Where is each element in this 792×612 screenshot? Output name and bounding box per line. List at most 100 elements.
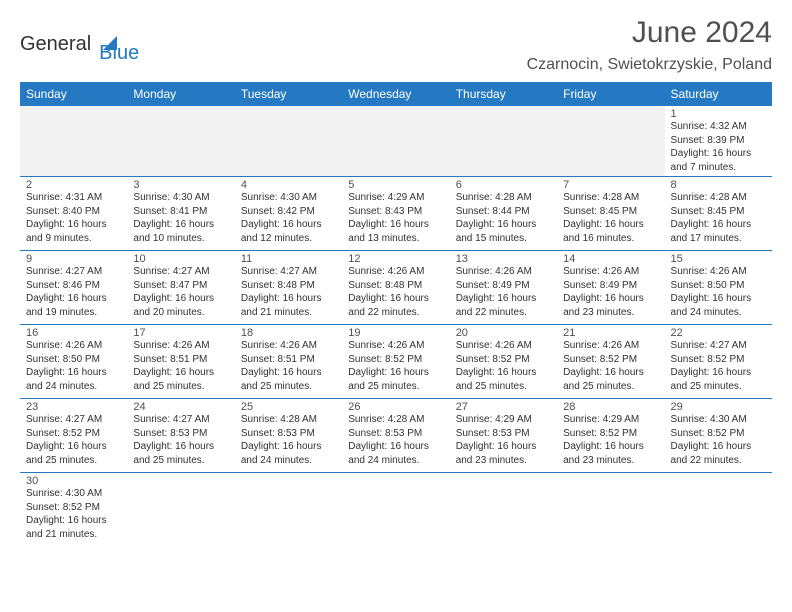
day-info: Sunrise: 4:28 AMSunset: 8:53 PMDaylight:… — [241, 413, 336, 467]
sunrise-line: Sunrise: 4:28 AM — [671, 191, 766, 205]
daylight-line2: and 19 minutes. — [26, 306, 121, 320]
daylight-line2: and 22 minutes. — [671, 454, 766, 468]
sunset-line: Sunset: 8:45 PM — [671, 205, 766, 219]
daylight-line1: Daylight: 16 hours — [133, 218, 228, 232]
calendar-cell — [450, 106, 557, 177]
daylight-line2: and 20 minutes. — [133, 306, 228, 320]
page-header: General Blue June 2024 Czarnocin, Swieto… — [20, 18, 772, 74]
calendar-table: Sunday Monday Tuesday Wednesday Thursday… — [20, 82, 772, 547]
sunset-line: Sunset: 8:39 PM — [671, 134, 766, 148]
daylight-line2: and 25 minutes. — [456, 380, 551, 394]
sunset-line: Sunset: 8:49 PM — [563, 279, 658, 293]
daylight-line1: Daylight: 16 hours — [133, 440, 228, 454]
calendar-cell: 8Sunrise: 4:28 AMSunset: 8:45 PMDaylight… — [665, 177, 772, 251]
calendar-cell: 29Sunrise: 4:30 AMSunset: 8:52 PMDayligh… — [665, 399, 772, 473]
daylight-line2: and 21 minutes. — [241, 306, 336, 320]
daylight-line2: and 23 minutes. — [456, 454, 551, 468]
sunrise-line: Sunrise: 4:30 AM — [133, 191, 228, 205]
sunrise-line: Sunrise: 4:30 AM — [671, 413, 766, 427]
daylight-line2: and 25 minutes. — [133, 380, 228, 394]
calendar-cell: 1Sunrise: 4:32 AMSunset: 8:39 PMDaylight… — [665, 106, 772, 177]
calendar-cell — [127, 106, 234, 177]
calendar-page: General Blue June 2024 Czarnocin, Swieto… — [0, 0, 792, 565]
daylight-line2: and 22 minutes. — [456, 306, 551, 320]
sunrise-line: Sunrise: 4:28 AM — [241, 413, 336, 427]
day-header: Friday — [557, 82, 664, 106]
day-number: 25 — [241, 401, 336, 413]
calendar-cell: 16Sunrise: 4:26 AMSunset: 8:50 PMDayligh… — [20, 325, 127, 399]
day-number: 18 — [241, 327, 336, 339]
daylight-line2: and 15 minutes. — [456, 232, 551, 246]
sunrise-line: Sunrise: 4:28 AM — [563, 191, 658, 205]
sunrise-line: Sunrise: 4:26 AM — [348, 265, 443, 279]
calendar-cell — [342, 473, 449, 547]
calendar-cell: 12Sunrise: 4:26 AMSunset: 8:48 PMDayligh… — [342, 251, 449, 325]
day-info: Sunrise: 4:27 AMSunset: 8:53 PMDaylight:… — [133, 413, 228, 467]
calendar-week-row: 9Sunrise: 4:27 AMSunset: 8:46 PMDaylight… — [20, 251, 772, 325]
sunset-line: Sunset: 8:46 PM — [26, 279, 121, 293]
day-header: Sunday — [20, 82, 127, 106]
day-info: Sunrise: 4:26 AMSunset: 8:49 PMDaylight:… — [563, 265, 658, 319]
day-number: 11 — [241, 253, 336, 265]
daylight-line1: Daylight: 16 hours — [563, 440, 658, 454]
sunset-line: Sunset: 8:41 PM — [133, 205, 228, 219]
calendar-cell: 19Sunrise: 4:26 AMSunset: 8:52 PMDayligh… — [342, 325, 449, 399]
day-info: Sunrise: 4:26 AMSunset: 8:52 PMDaylight:… — [563, 339, 658, 393]
day-info: Sunrise: 4:26 AMSunset: 8:52 PMDaylight:… — [456, 339, 551, 393]
daylight-line1: Daylight: 16 hours — [348, 366, 443, 380]
day-number: 19 — [348, 327, 443, 339]
daylight-line1: Daylight: 16 hours — [456, 292, 551, 306]
day-number: 10 — [133, 253, 228, 265]
day-number: 26 — [348, 401, 443, 413]
day-number: 2 — [26, 179, 121, 191]
day-info: Sunrise: 4:29 AMSunset: 8:52 PMDaylight:… — [563, 413, 658, 467]
sunrise-line: Sunrise: 4:26 AM — [456, 265, 551, 279]
calendar-week-row: 1Sunrise: 4:32 AMSunset: 8:39 PMDaylight… — [20, 106, 772, 177]
day-info: Sunrise: 4:27 AMSunset: 8:48 PMDaylight:… — [241, 265, 336, 319]
calendar-cell: 13Sunrise: 4:26 AMSunset: 8:49 PMDayligh… — [450, 251, 557, 325]
daylight-line1: Daylight: 16 hours — [456, 218, 551, 232]
day-info: Sunrise: 4:27 AMSunset: 8:52 PMDaylight:… — [26, 413, 121, 467]
calendar-cell: 4Sunrise: 4:30 AMSunset: 8:42 PMDaylight… — [235, 177, 342, 251]
day-number: 12 — [348, 253, 443, 265]
day-info: Sunrise: 4:27 AMSunset: 8:52 PMDaylight:… — [671, 339, 766, 393]
day-number: 15 — [671, 253, 766, 265]
day-header: Monday — [127, 82, 234, 106]
logo: General Blue — [20, 24, 139, 65]
day-number: 9 — [26, 253, 121, 265]
daylight-line2: and 7 minutes. — [671, 161, 766, 175]
day-info: Sunrise: 4:29 AMSunset: 8:43 PMDaylight:… — [348, 191, 443, 245]
daylight-line1: Daylight: 16 hours — [241, 218, 336, 232]
calendar-cell — [235, 106, 342, 177]
sunset-line: Sunset: 8:52 PM — [26, 427, 121, 441]
day-number: 29 — [671, 401, 766, 413]
day-info: Sunrise: 4:30 AMSunset: 8:41 PMDaylight:… — [133, 191, 228, 245]
day-info: Sunrise: 4:26 AMSunset: 8:50 PMDaylight:… — [26, 339, 121, 393]
daylight-line1: Daylight: 16 hours — [26, 440, 121, 454]
calendar-cell — [20, 106, 127, 177]
daylight-line2: and 9 minutes. — [26, 232, 121, 246]
sunset-line: Sunset: 8:52 PM — [348, 353, 443, 367]
day-info: Sunrise: 4:28 AMSunset: 8:44 PMDaylight:… — [456, 191, 551, 245]
sunset-line: Sunset: 8:48 PM — [348, 279, 443, 293]
title-block: June 2024 Czarnocin, Swietokrzyskie, Pol… — [527, 18, 772, 74]
sunset-line: Sunset: 8:43 PM — [348, 205, 443, 219]
sunrise-line: Sunrise: 4:26 AM — [26, 339, 121, 353]
daylight-line1: Daylight: 16 hours — [671, 440, 766, 454]
sunset-line: Sunset: 8:52 PM — [456, 353, 551, 367]
calendar-week-row: 16Sunrise: 4:26 AMSunset: 8:50 PMDayligh… — [20, 325, 772, 399]
calendar-cell: 10Sunrise: 4:27 AMSunset: 8:47 PMDayligh… — [127, 251, 234, 325]
day-number: 23 — [26, 401, 121, 413]
sunset-line: Sunset: 8:49 PM — [456, 279, 551, 293]
day-number: 8 — [671, 179, 766, 191]
sunrise-line: Sunrise: 4:30 AM — [241, 191, 336, 205]
day-info: Sunrise: 4:28 AMSunset: 8:45 PMDaylight:… — [563, 191, 658, 245]
day-info: Sunrise: 4:26 AMSunset: 8:51 PMDaylight:… — [133, 339, 228, 393]
calendar-cell: 23Sunrise: 4:27 AMSunset: 8:52 PMDayligh… — [20, 399, 127, 473]
daylight-line2: and 25 minutes. — [241, 380, 336, 394]
day-info: Sunrise: 4:26 AMSunset: 8:51 PMDaylight:… — [241, 339, 336, 393]
calendar-cell: 22Sunrise: 4:27 AMSunset: 8:52 PMDayligh… — [665, 325, 772, 399]
sunrise-line: Sunrise: 4:26 AM — [563, 265, 658, 279]
calendar-cell: 30Sunrise: 4:30 AMSunset: 8:52 PMDayligh… — [20, 473, 127, 547]
calendar-cell: 5Sunrise: 4:29 AMSunset: 8:43 PMDaylight… — [342, 177, 449, 251]
